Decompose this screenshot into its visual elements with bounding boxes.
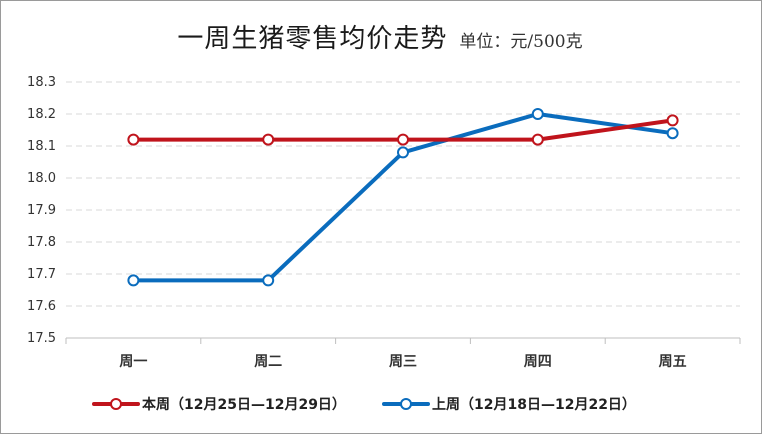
data-point	[127, 274, 140, 287]
chart-title: 一周生猪零售均价走势	[177, 24, 448, 54]
data-point	[666, 114, 679, 127]
data-point	[666, 127, 679, 140]
legend-label: 上周（12月18日—12月22日）	[432, 397, 636, 413]
x-category-label: 周四	[524, 354, 552, 370]
x-category-label: 周一	[119, 354, 147, 370]
y-tick-label: 17.6	[27, 299, 56, 314]
y-tick-label: 17.8	[27, 235, 56, 250]
x-axis: 周一 周二 周三 周四 周五	[65, 337, 741, 370]
x-category-label: 周二	[254, 354, 282, 370]
x-category-label: 周五	[659, 354, 687, 370]
data-point	[531, 108, 544, 120]
y-axis: 17.5 17.6 17.7 17.8 17.9 18.0 18.1 18.2 18.3	[27, 75, 56, 346]
y-tick-label: 17.7	[27, 267, 56, 282]
legend: 本周（12月25日—12月29日） 上周（12月18日—12月22日）	[92, 396, 636, 413]
y-tick-label: 18.0	[27, 171, 56, 186]
y-tick-label: 17.5	[27, 331, 56, 346]
y-tick-label: 18.1	[27, 139, 56, 154]
data-point	[262, 274, 275, 287]
chart-header: 一周生猪零售均价走势 单位：元/500克	[0, 18, 760, 55]
data-point	[531, 133, 544, 146]
x-category-label: 周三	[389, 354, 417, 370]
legend-label: 本周（12月25日—12月29日）	[142, 396, 346, 413]
chart-unit: 单位：元/500克	[459, 32, 583, 52]
data-point	[262, 133, 275, 146]
legend-marker	[110, 398, 122, 410]
data-point	[127, 133, 140, 146]
y-tick-label: 18.3	[27, 75, 56, 90]
y-tick-label: 18.2	[27, 107, 56, 122]
series-lines	[127, 108, 679, 287]
y-tick-label: 17.9	[27, 203, 56, 218]
legend-marker	[400, 398, 412, 410]
gridlines	[66, 81, 740, 307]
data-point	[397, 146, 409, 159]
data-point	[397, 133, 409, 146]
